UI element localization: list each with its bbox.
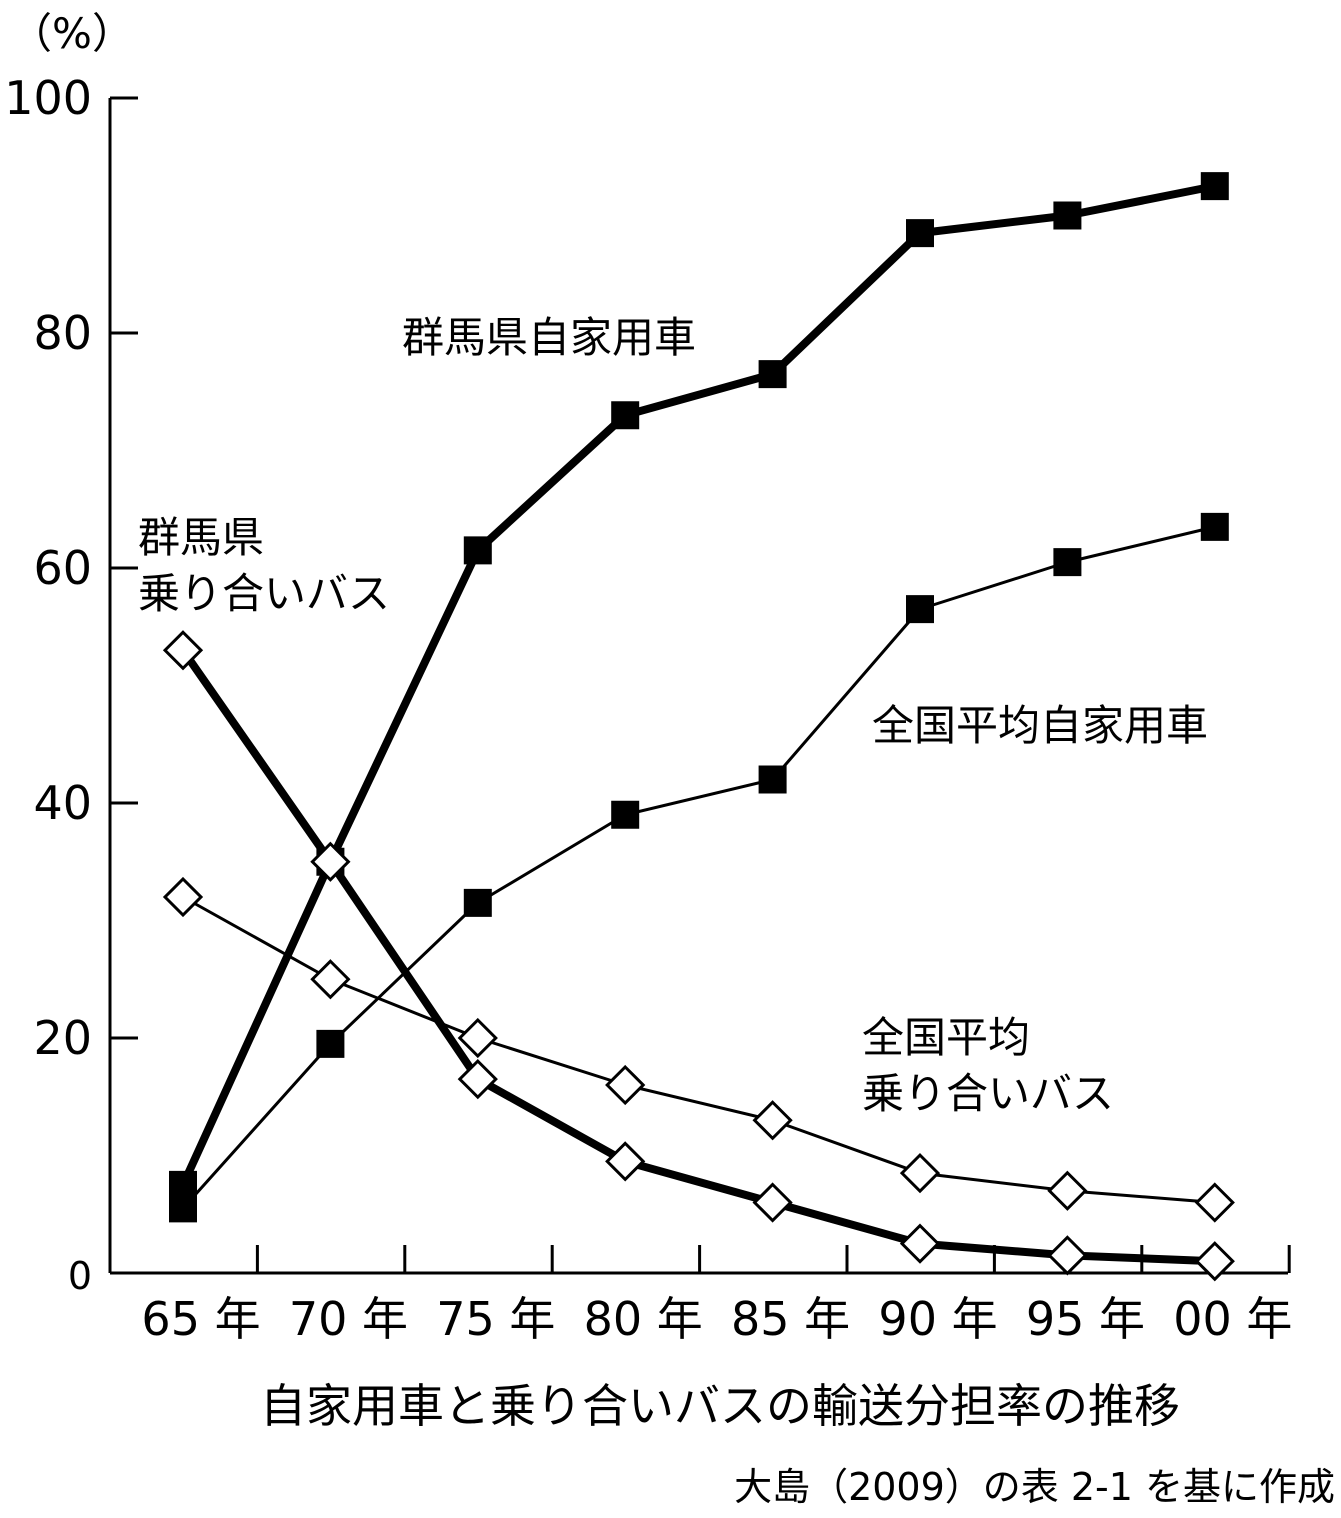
data-point-diamond (605, 1064, 646, 1106)
data-point-diamond (310, 959, 351, 1000)
data-point-diamond (1194, 1241, 1235, 1282)
series-lines (179, 182, 1216, 1266)
data-point-diamond (1047, 1170, 1088, 1211)
x-tick-label: 90 年 (878, 1292, 997, 1346)
series-line-1 (181, 525, 1216, 1210)
data-point-square (169, 1170, 197, 1199)
data-point-square (758, 765, 787, 794)
x-tick-label: 00 年 (1173, 1292, 1292, 1346)
data-point-diamond (457, 1017, 498, 1059)
data-point-square (1053, 548, 1082, 577)
data-point-square (463, 888, 492, 917)
x-tick-label: 65 年 (141, 1292, 260, 1346)
x-tick-label: 95 年 (1026, 1292, 1145, 1346)
y-tick-label: 20 (33, 1011, 92, 1065)
series-label-gunma-bus-line-1: 群馬県 (138, 513, 264, 562)
series-label-national-car: 全国平均自家用車 (872, 701, 1208, 750)
series-line-3 (182, 895, 1215, 1204)
y-tick-label: 100 (4, 71, 92, 125)
data-point-square (169, 1194, 197, 1223)
y-tick-label: 0 (68, 1254, 92, 1298)
data-point-diamond (1194, 1182, 1235, 1223)
data-point-square (611, 401, 640, 430)
data-point-square (611, 800, 640, 829)
data-point-square (1200, 512, 1229, 541)
data-point-diamond (899, 1223, 941, 1264)
chart-title: 自家用車と乗り合いバスの輸送分担率の推移 (260, 1379, 1180, 1433)
y-axis-unit-label: （%） (10, 9, 134, 58)
data-point-square (906, 219, 934, 248)
x-tick-label: 80 年 (584, 1292, 703, 1346)
axes: 0 20 40 60 80 100 65 年 70 年 75 年 80 年 85 年 90 年 95 年… (4, 71, 1292, 1346)
x-tick-label: 75 年 (436, 1292, 555, 1346)
data-point-diamond (899, 1153, 941, 1194)
series-label-gunma-bus: 群馬県 乗り合いバス (138, 513, 390, 618)
series-line-0 (179, 182, 1216, 1187)
y-tick-label: 40 (33, 776, 92, 830)
data-point-square (758, 360, 787, 389)
data-point-diamond (457, 1059, 498, 1100)
data-point-square (1053, 201, 1082, 230)
data-point-diamond (752, 1182, 793, 1223)
data-point-diamond (162, 876, 204, 918)
x-tick-label: 85 年 (731, 1292, 850, 1346)
source-note: 大島（2009）の表 2-1 を基に作成 (734, 1465, 1335, 1509)
data-point-square (1200, 172, 1229, 201)
series-line-2 (179, 647, 1215, 1266)
data-point-square (463, 536, 492, 565)
series-markers (162, 172, 1235, 1282)
data-point-diamond (310, 841, 351, 882)
data-point-square (316, 1029, 345, 1058)
x-tick-label: 70 年 (289, 1292, 408, 1346)
series-label-national-bus-line-1: 全国平均 (862, 1013, 1030, 1062)
series-label-national-bus: 全国平均 乗り合いバス (862, 1013, 1114, 1118)
data-point-diamond (752, 1100, 793, 1141)
data-point-diamond (162, 630, 204, 671)
series-label-gunma-bus-line-2: 乗り合いバス (138, 569, 390, 618)
y-tick-label: 80 (33, 306, 92, 360)
y-tick-label: 60 (33, 541, 92, 595)
data-point-diamond (1047, 1235, 1088, 1276)
series-label-gunma-car: 群馬県自家用車 (402, 313, 696, 362)
series-label-national-bus-line-2: 乗り合いバス (862, 1069, 1114, 1118)
data-point-square (906, 595, 934, 624)
data-point-diamond (605, 1141, 646, 1182)
